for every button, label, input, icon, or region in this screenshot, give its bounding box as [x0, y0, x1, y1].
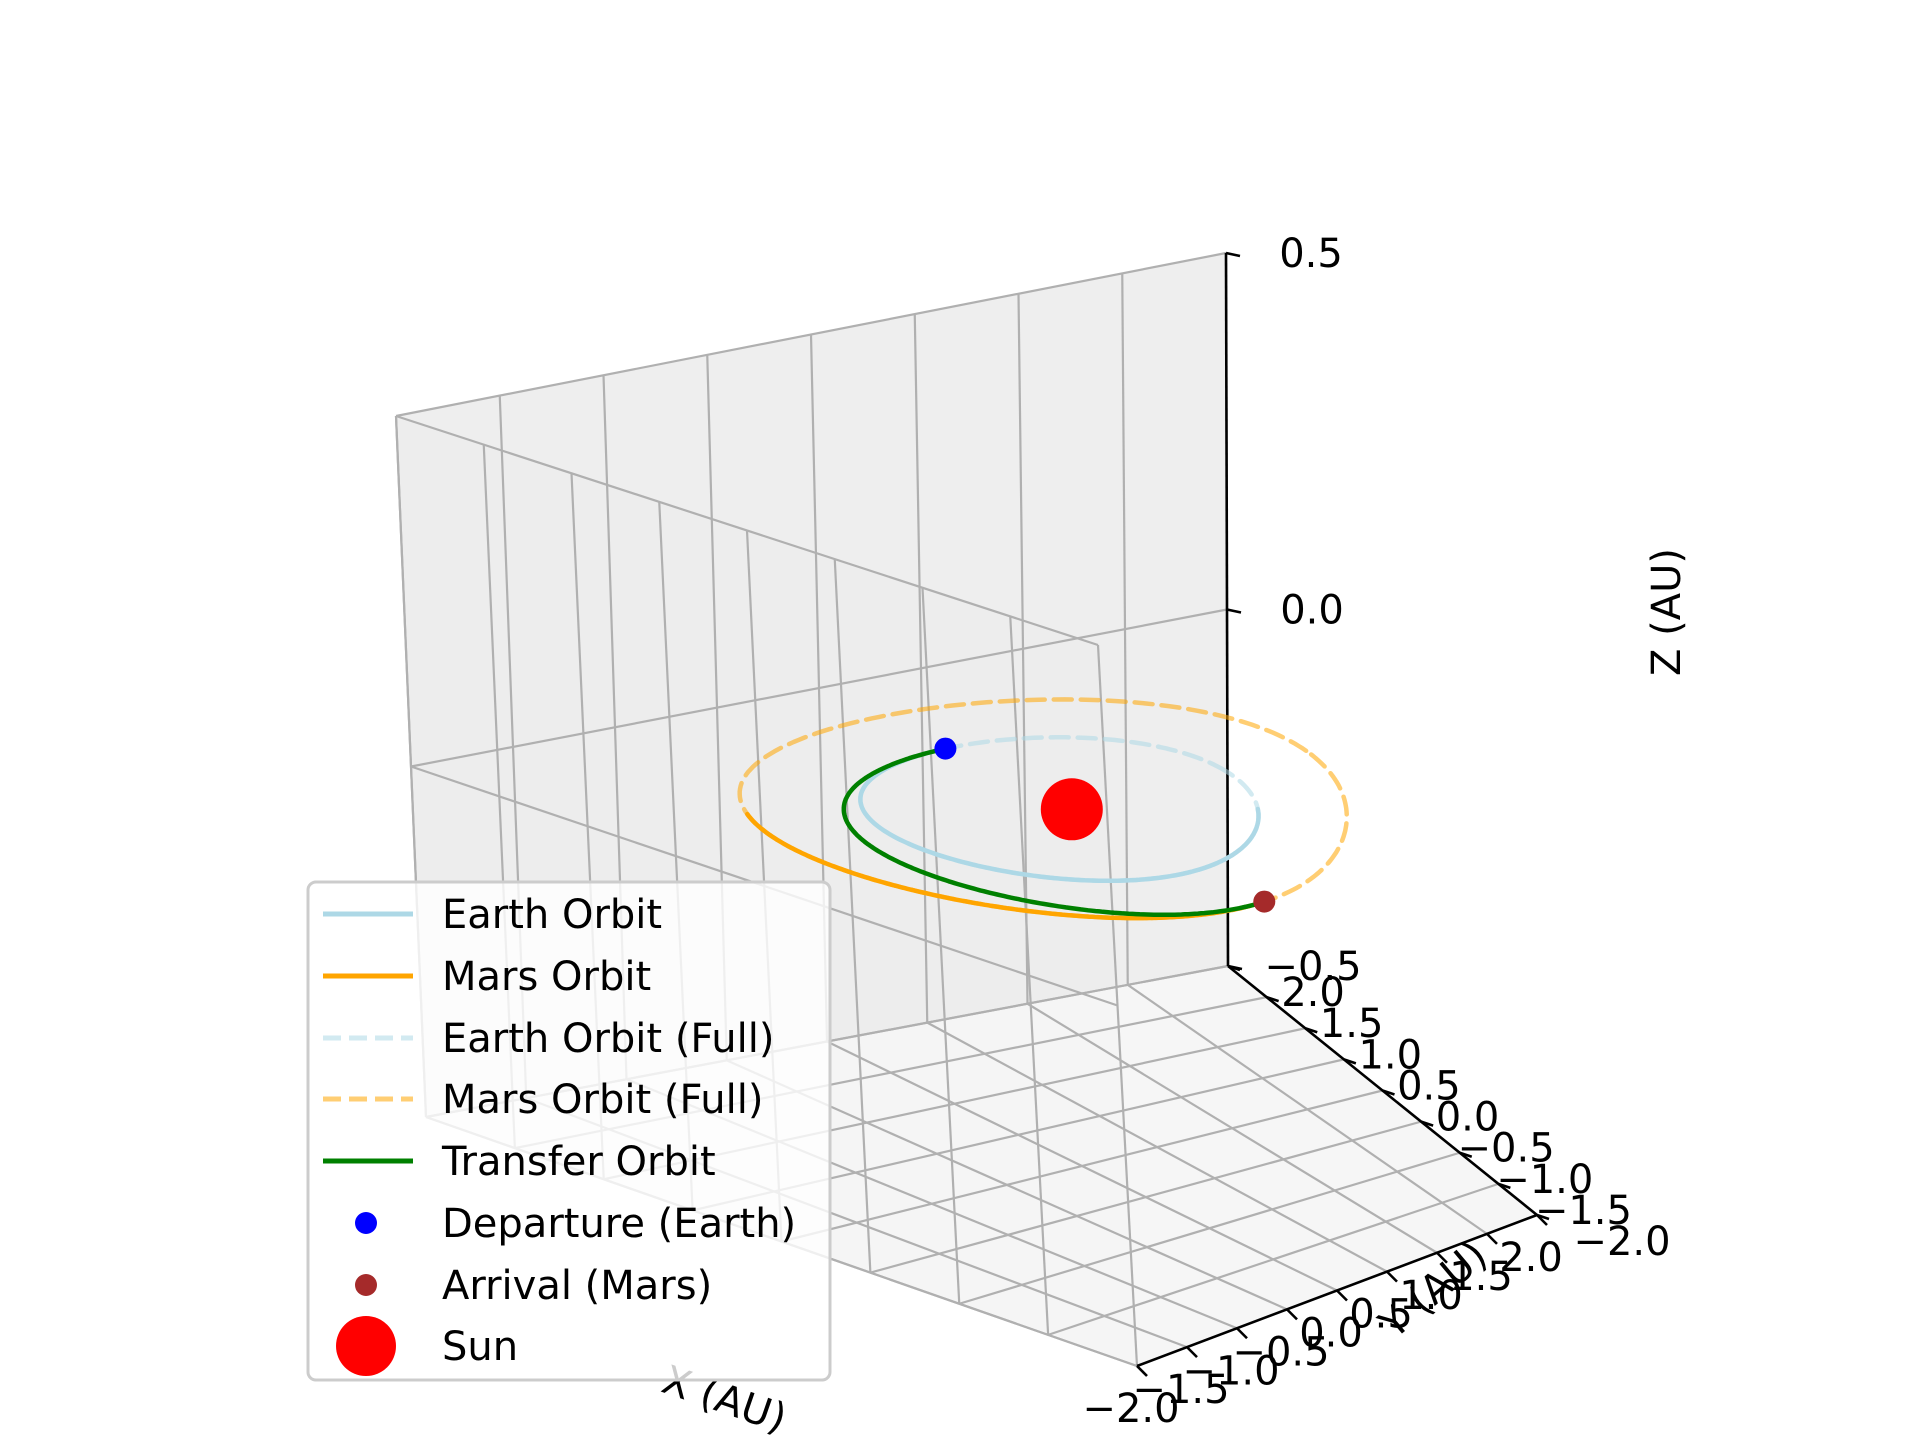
legend-item-transfer-orbit: Transfer Orbit [323, 1139, 716, 1185]
x-tick-mark-3 [1286, 1308, 1298, 1321]
legend-item-mars-orbit: Mars Orbit [323, 954, 651, 1000]
legend-item-sun: Sun [336, 1316, 518, 1376]
legend-label-sun: Sun [442, 1324, 518, 1370]
legend-item-departure: Departure (Earth) [355, 1201, 796, 1247]
data-series [737, 697, 1350, 921]
point-arrival-mars [1253, 890, 1276, 913]
z-tick-label-2: 0.5 [1279, 231, 1343, 277]
tick-labels: −2.0−1.5−1.0−0.50.00.51.01.52.0 −2.0−1.5−… [1082, 231, 1670, 1432]
y-tick-label-4: 0.0 [1436, 1095, 1500, 1141]
series-earth-orbit [858, 746, 1261, 884]
z-tick-mark-1 [1226, 608, 1242, 614]
y-tick-mark-3 [1420, 1120, 1434, 1127]
x-tick-mark-1 [1186, 1346, 1198, 1359]
x-tick-mark-2 [1236, 1327, 1248, 1340]
x-tick-mark-4 [1336, 1289, 1348, 1302]
y-tick-label-5: 0.5 [1397, 1063, 1461, 1109]
legend-swatch-sun [336, 1316, 396, 1376]
point-departure-earth [934, 737, 957, 760]
legend-swatch-departure [355, 1212, 377, 1234]
y-tick-mark-2 [1459, 1151, 1473, 1158]
y-tick-mark-0 [1536, 1213, 1550, 1221]
legend-label-departure: Departure (Earth) [442, 1201, 796, 1247]
y-tick-label-3: −0.5 [1458, 1126, 1555, 1172]
legend-label-earth-orbit-full: Earth Orbit (Full) [442, 1016, 774, 1062]
x-tick-label-2: −1.0 [1182, 1348, 1279, 1394]
series-transfer-orbit [841, 746, 1267, 918]
y-tick-mark-6 [1304, 1027, 1318, 1034]
legend-item-earth-orbit-full: Earth Orbit (Full) [323, 1016, 774, 1062]
legend-item-mars-orbit-full: Mars Orbit (Full) [323, 1077, 763, 1123]
legend-item-earth-orbit: Earth Orbit [323, 892, 662, 938]
y-tick-mark-4 [1382, 1089, 1395, 1096]
y-tick-label-2: −1.0 [1496, 1157, 1593, 1203]
grid-floor-x-7 [1127, 983, 1488, 1235]
x-tick-label-7: 1.5 [1449, 1254, 1513, 1300]
z-tick-label-1: 0.0 [1280, 588, 1344, 634]
y-tick-label-6: 1.0 [1358, 1032, 1422, 1078]
x-tick-label-1: −1.5 [1132, 1367, 1229, 1413]
y-tick-mark-7 [1266, 995, 1280, 1003]
legend-label-mars-orbit: Mars Orbit [442, 954, 651, 1000]
z-axis-label: Z (AU) [1644, 548, 1690, 676]
legend: Earth Orbit Mars Orbit Earth Orbit (Full… [306, 880, 832, 1382]
legend-box [306, 880, 832, 1382]
y-tick-label-1: −1.5 [1535, 1188, 1632, 1234]
legend-label-arrival: Arrival (Mars) [442, 1263, 712, 1309]
y-tick-label-0: −2.0 [1573, 1219, 1670, 1265]
y-tick-mark-1 [1497, 1182, 1511, 1190]
y-tick-mark-5 [1343, 1058, 1357, 1065]
grid-backwall-z-2 [395, 251, 1227, 418]
x-tick-mark-5 [1386, 1270, 1398, 1283]
x-tick-label-5: 0.5 [1349, 1292, 1413, 1338]
z-tick-mark-2 [1225, 251, 1241, 258]
legend-label-earth-orbit: Earth Orbit [442, 892, 662, 938]
legend-label-mars-orbit-full: Mars Orbit (Full) [442, 1077, 763, 1123]
y-tick-label-7: 1.5 [1320, 1001, 1384, 1047]
x-tick-mark-0 [1136, 1365, 1148, 1377]
grid-floor-x-5 [926, 1021, 1388, 1273]
x-tick-label-4: 0.0 [1299, 1311, 1363, 1357]
z-tick-label-0: −0.5 [1264, 944, 1361, 990]
grid-floor-x-6 [1026, 1002, 1438, 1254]
grid-floor-y-4 [781, 1089, 1383, 1243]
point-sun [1040, 778, 1103, 841]
x-tick-label-0: −2.0 [1082, 1386, 1179, 1432]
z-tick-mark-0 [1227, 964, 1243, 971]
legend-label-transfer-orbit: Transfer Orbit [441, 1139, 716, 1185]
x-tick-label-8: 2.0 [1499, 1235, 1563, 1281]
x-tick-label-3: −0.5 [1232, 1329, 1329, 1375]
legend-swatch-arrival [355, 1274, 377, 1296]
legend-item-arrival: Arrival (Mars) [355, 1263, 712, 1309]
x-tick-mark-6 [1436, 1251, 1448, 1264]
grid-leftwall-z-2 [395, 414, 1099, 647]
grid-backwall-z-1 [410, 608, 1228, 768]
x-tick-label-6: 1.0 [1399, 1273, 1463, 1319]
y-tick-label-8: 2.0 [1281, 970, 1345, 1016]
x-tick-mark-7 [1486, 1232, 1498, 1245]
